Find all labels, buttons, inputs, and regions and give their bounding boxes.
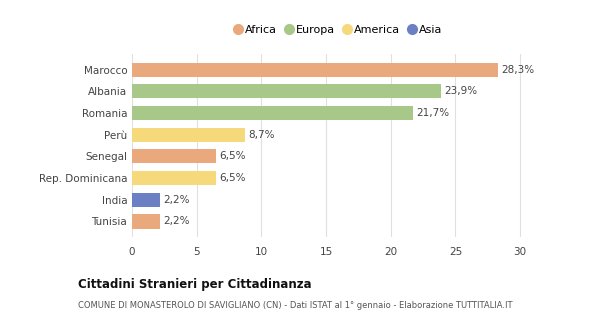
Bar [132,193,160,207]
Bar [132,63,498,77]
Bar [132,84,441,99]
Bar [132,149,216,164]
Legend: Africa, Europa, America, Asia: Africa, Europa, America, Asia [231,20,447,39]
Text: 23,9%: 23,9% [445,86,478,96]
Text: 6,5%: 6,5% [220,151,246,161]
Text: Cittadini Stranieri per Cittadinanza: Cittadini Stranieri per Cittadinanza [78,278,311,292]
Text: 8,7%: 8,7% [248,130,274,140]
Bar [132,214,160,228]
Text: 21,7%: 21,7% [416,108,449,118]
Bar [132,171,216,185]
Text: 2,2%: 2,2% [164,195,190,205]
Text: 6,5%: 6,5% [220,173,246,183]
Bar [132,128,245,142]
Text: COMUNE DI MONASTEROLO DI SAVIGLIANO (CN) - Dati ISTAT al 1° gennaio - Elaborazio: COMUNE DI MONASTEROLO DI SAVIGLIANO (CN)… [78,301,512,310]
Text: 28,3%: 28,3% [502,65,535,75]
Bar [132,106,413,120]
Text: 2,2%: 2,2% [164,216,190,227]
